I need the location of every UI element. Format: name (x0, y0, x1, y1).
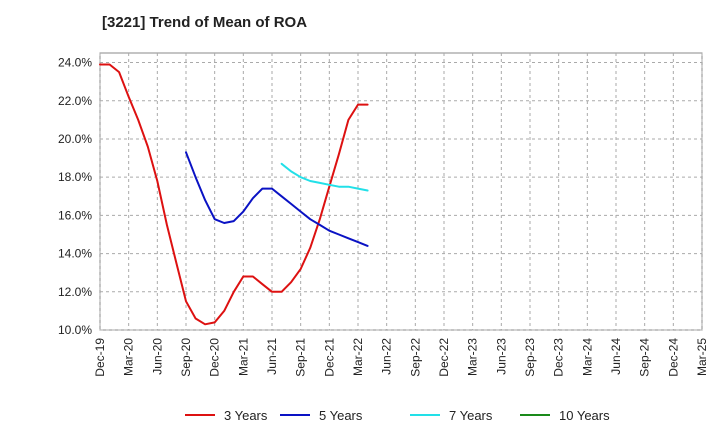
x-tick-label: Mar-23 (466, 338, 480, 376)
x-tick-label: Sep-21 (294, 338, 308, 377)
x-tick-label: Mar-22 (351, 338, 365, 376)
y-tick-label: 16.0% (58, 208, 92, 222)
x-tick-label: Mar-20 (122, 338, 136, 376)
series-line-2 (280, 162, 369, 192)
x-tick-label: Sep-22 (408, 338, 422, 377)
legend-label: 7 Years (449, 408, 493, 423)
y-tick-label: 10.0% (58, 323, 92, 337)
x-tick-label: Mar-24 (580, 338, 594, 376)
legend-label: 3 Years (224, 408, 268, 423)
x-tick-label: Jun-22 (380, 338, 394, 375)
series-lines (99, 63, 369, 326)
plot-area (99, 52, 703, 331)
x-tick-label: Dec-22 (437, 338, 451, 377)
y-tick-label: 22.0% (58, 94, 92, 108)
legend: 3 Years 5 Years 7 Years 10 Years (185, 408, 610, 423)
grid-x (99, 53, 703, 330)
x-tick-label: Jun-24 (609, 338, 623, 375)
x-tick-label: Jun-23 (494, 338, 508, 375)
y-tick-label: 18.0% (58, 170, 92, 184)
y-tick-label: 24.0% (58, 56, 92, 70)
x-tick-label: Dec-20 (208, 338, 222, 377)
x-ticks: Dec-19 Mar-20 Jun-20 Sep-20 Dec-20 Mar-21 Jun-… (93, 338, 709, 377)
x-tick-label: Dec-19 (93, 338, 107, 377)
y-ticks: 10.0% 12.0% 14.0% 16.0% 18.0% 20.0% 22.0% 24.0% (58, 56, 92, 337)
x-tick-label: Sep-24 (638, 338, 652, 377)
y-tick-label: 14.0% (58, 247, 92, 261)
y-tick-label: 12.0% (58, 285, 92, 299)
x-tick-label: Mar-25 (695, 338, 709, 376)
y-tick-label: 20.0% (58, 132, 92, 146)
x-tick-label: Sep-20 (179, 338, 193, 377)
series-line-0 (99, 63, 369, 326)
x-tick-label: Dec-23 (552, 338, 566, 377)
x-tick-label: Dec-24 (666, 338, 680, 377)
series-line-1 (185, 151, 369, 247)
x-tick-label: Mar-21 (236, 338, 250, 376)
legend-label: 5 Years (319, 408, 363, 423)
x-tick-label: Jun-20 (150, 338, 164, 375)
x-tick-label: Sep-23 (523, 338, 537, 377)
x-tick-label: Dec-21 (322, 338, 336, 377)
grid-y (100, 62, 702, 331)
legend-label: 10 Years (559, 408, 610, 423)
x-tick-label: Jun-21 (265, 338, 279, 375)
chart-title: [3221] Trend of Mean of ROA (102, 14, 308, 31)
